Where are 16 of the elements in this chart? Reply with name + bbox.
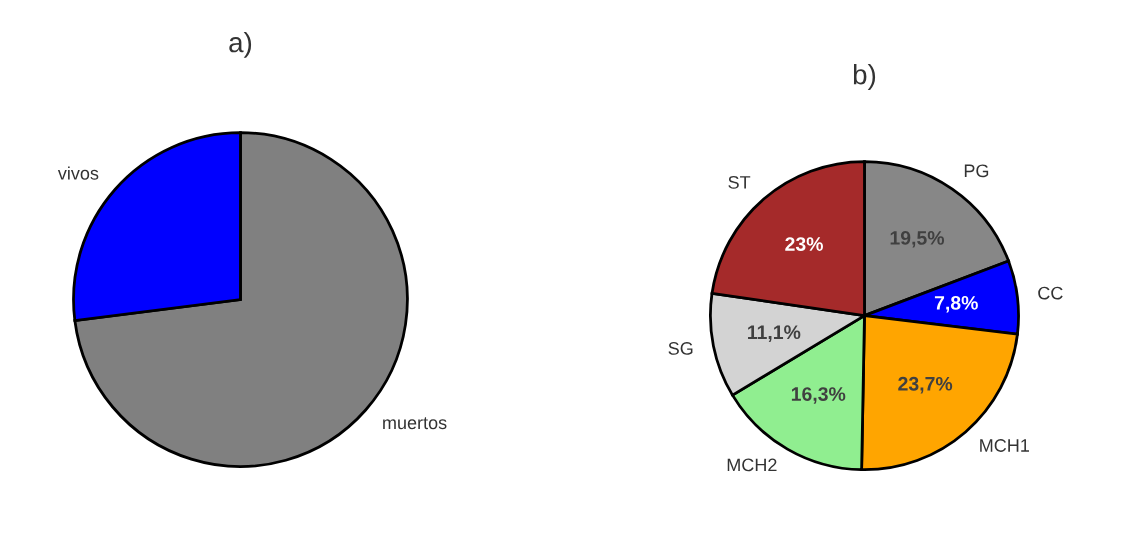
slice-label: CC [1038,286,1063,300]
chart-title: b) [853,64,876,90]
data-label: 23% [785,237,823,251]
chart-title: a) [229,31,252,58]
data-label: 7,8% [934,295,978,313]
slice-label: SG [668,342,693,355]
slice-label: MCH2 [727,458,777,472]
slice-label: vivos [57,166,99,180]
data-label: 23,7% [898,376,953,394]
slice-label: MCH1 [980,439,1029,452]
data-label: 11,1% [748,325,801,342]
data-label: 19,5% [890,231,945,248]
slice-label: muertos [383,417,447,430]
data-label: 16,3% [791,387,846,404]
slice-label: PG [964,164,989,178]
slice-label: ST [728,175,751,189]
